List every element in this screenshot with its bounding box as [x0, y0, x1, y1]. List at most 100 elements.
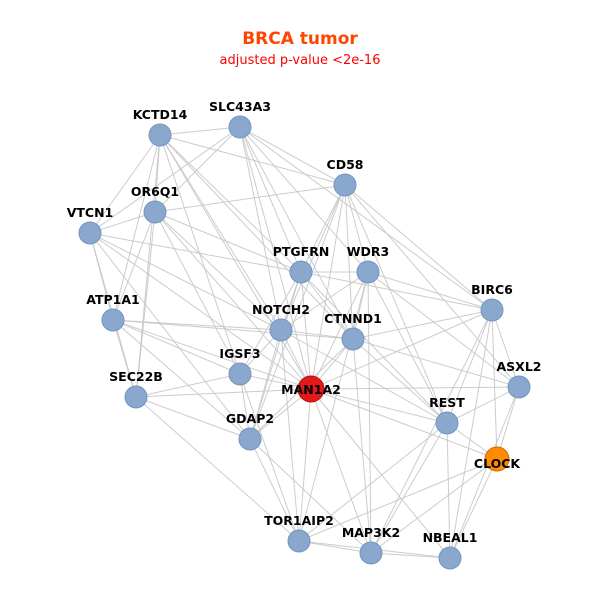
graph-node-label-GDAP2: GDAP2: [226, 411, 274, 426]
edge-MAN1A2-MAP3K2: [310, 388, 372, 554]
graph-node-IGSF3: [228, 362, 252, 386]
graph-node-NBEAL1: [438, 546, 462, 570]
edge-SLC43A3-CTNND1: [239, 126, 354, 340]
edge-NOTCH2-TOR1AIP2: [280, 329, 300, 542]
graph-node-CTNND1: [341, 327, 365, 351]
graph-node-PTGFRN: [289, 260, 313, 284]
edge-PTGFRN-GDAP2: [249, 271, 302, 440]
graph-node-CD58: [333, 173, 357, 197]
graph-node-REST: [435, 411, 459, 435]
edge-ATP1A1-SEC22B: [112, 319, 137, 398]
edge-BIRC6-NBEAL1: [449, 309, 493, 559]
graph-node-WDR3: [356, 260, 380, 284]
edge-MAN1A2-TOR1AIP2: [298, 388, 312, 542]
edge-CD58-PTGFRN: [300, 184, 346, 273]
edge-OR6Q1-NOTCH2: [154, 211, 282, 331]
graph-node-label-BIRC6: BIRC6: [471, 282, 513, 297]
graph-node-SLC43A3: [228, 115, 252, 139]
graph-node-KCTD14: [148, 123, 172, 147]
plot-title: BRCA tumor: [242, 29, 358, 49]
edge-MAN1A2-WDR3: [310, 271, 369, 390]
graph-node-VTCN1: [78, 221, 102, 245]
edge-CD58-CTNND1: [344, 184, 354, 340]
edge-CD58-OR6Q1: [154, 184, 346, 213]
graph-node-NOTCH2: [269, 318, 293, 342]
edge-MAN1A2-ATP1A1: [112, 319, 312, 390]
edge-CLOCK-TOR1AIP2: [298, 458, 498, 542]
graph-node-GDAP2: [238, 427, 262, 451]
edge-TOR1AIP2-MAP3K2: [298, 540, 372, 554]
graph-node-OR6Q1: [143, 200, 167, 224]
edge-BIRC6-CTNND1: [352, 309, 493, 340]
edge-ASXL2-REST: [446, 386, 520, 424]
edge-MAN1A2-OR6Q1: [154, 211, 312, 390]
graph-node-label-SLC43A3: SLC43A3: [209, 99, 271, 114]
edge-WDR3-BIRC6: [367, 271, 493, 311]
edge-ATP1A1-GDAP2: [112, 319, 251, 440]
graph-node-label-SEC22B: SEC22B: [109, 369, 163, 384]
edge-OR6Q1-IGSF3: [154, 211, 241, 375]
edge-ATP1A1-IGSF3: [112, 319, 241, 375]
graph-node-label-CLOCK: CLOCK: [474, 456, 521, 471]
edge-KCTD14-SLC43A3: [159, 126, 241, 136]
edge-SLC43A3-OR6Q1: [154, 126, 241, 213]
graph-node-label-NBEAL1: NBEAL1: [423, 530, 478, 545]
graph-node-SEC22B: [124, 385, 148, 409]
edge-MAN1A2-CLOCK: [310, 388, 498, 460]
edge-KCTD14-CTNND1: [159, 134, 354, 340]
edge-SLC43A3-NOTCH2: [239, 126, 282, 331]
edge-BIRC6-REST: [446, 309, 493, 424]
edge-CD58-REST: [344, 184, 448, 424]
edge-KCTD14-CD58: [159, 134, 346, 186]
plot-subtitle: adjusted p-value <2e-16: [220, 53, 381, 68]
edges-layer: [89, 126, 520, 559]
edge-MAN1A2-VTCN1: [89, 232, 312, 390]
graph-node-label-OR6Q1: OR6Q1: [131, 184, 179, 199]
edge-ASXL2-NBEAL1: [449, 386, 520, 559]
edge-MAN1A2-CD58: [310, 184, 346, 390]
edge-SEC22B-GDAP2: [135, 396, 251, 440]
edge-PTGFRN-CTNND1: [300, 271, 354, 340]
edge-CTNND1-MAP3K2: [352, 338, 372, 554]
edge-OR6Q1-ATP1A1: [112, 211, 156, 321]
graph-node-label-MAP3K2: MAP3K2: [342, 525, 400, 540]
edge-MAN1A2-PTGFRN: [300, 271, 312, 390]
edge-SLC43A3-VTCN1: [89, 126, 241, 234]
edge-CD58-WDR3: [344, 184, 369, 273]
edge-KCTD14-ATP1A1: [112, 134, 161, 321]
edge-CTNND1-ASXL2: [352, 338, 520, 388]
edge-MAN1A2-SLC43A3: [239, 126, 312, 390]
graph-node-TOR1AIP2: [287, 529, 311, 553]
edge-REST-TOR1AIP2: [298, 422, 448, 542]
graph-node-label-MAN1A2: MAN1A2: [281, 382, 341, 397]
edge-SLC43A3-BIRC6: [239, 126, 493, 311]
edge-CLOCK-NBEAL1: [449, 458, 498, 559]
graph-node-ATP1A1: [101, 308, 125, 332]
nodes-layer: [78, 115, 531, 570]
graph-node-label-IGSF3: IGSF3: [219, 346, 260, 361]
graph-node-label-ATP1A1: ATP1A1: [86, 292, 139, 307]
graph-node-MAP3K2: [359, 541, 383, 565]
edge-KCTD14-NOTCH2: [159, 134, 282, 331]
edge-GDAP2-TOR1AIP2: [249, 438, 300, 542]
edge-WDR3-NOTCH2: [280, 271, 369, 331]
edge-NOTCH2-GDAP2: [249, 329, 282, 440]
graph-node-label-TOR1AIP2: TOR1AIP2: [264, 513, 334, 528]
graph-node-label-VTCN1: VTCN1: [67, 205, 114, 220]
edge-CD58-ASXL2: [344, 184, 520, 388]
edge-GDAP2-MAP3K2: [249, 438, 372, 554]
graph-node-CLOCK: [484, 446, 510, 472]
graph-node-BIRC6: [480, 298, 504, 322]
graph-node-label-NOTCH2: NOTCH2: [252, 302, 310, 317]
edge-REST-NBEAL1: [446, 422, 451, 559]
edge-PTGFRN-BIRC6: [300, 271, 493, 311]
edge-VTCN1-PTGFRN: [89, 232, 302, 273]
edge-KCTD14-VTCN1: [89, 134, 161, 234]
edge-VTCN1-GDAP2: [89, 232, 251, 440]
graph-node-label-PTGFRN: PTGFRN: [273, 244, 330, 259]
edge-SEC22B-TOR1AIP2: [135, 396, 300, 542]
graph-node-label-CD58: CD58: [327, 157, 364, 172]
edge-MAP3K2-NBEAL1: [370, 552, 451, 559]
